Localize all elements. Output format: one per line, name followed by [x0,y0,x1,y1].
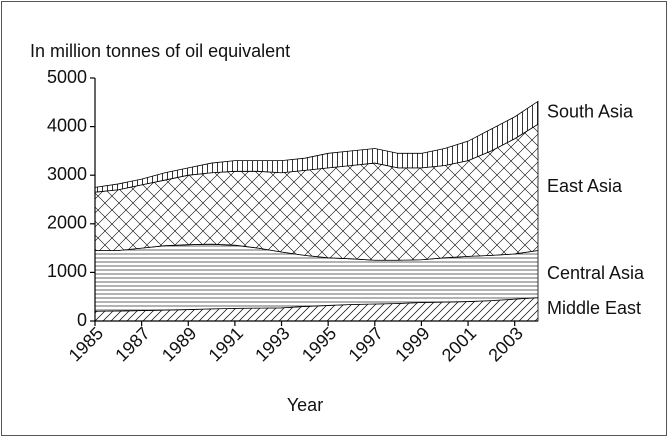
x-axis-label: Year [287,395,323,415]
y-tick-label: 5000 [47,67,87,87]
y-tick-label: 3000 [47,164,87,184]
y-tick-label: 4000 [47,115,87,135]
y-tick-label: 2000 [47,213,87,233]
chart-title: In million tonnes of oil equivalent [30,41,290,61]
y-tick-label: 0 [77,310,87,330]
area [94,100,539,193]
legend-label: Central Asia [547,263,645,283]
legend-label: South Asia [547,101,634,121]
y-tick-label: 1000 [47,261,87,281]
legend-label: Middle East [547,298,641,318]
legend-label: East Asia [547,176,623,196]
